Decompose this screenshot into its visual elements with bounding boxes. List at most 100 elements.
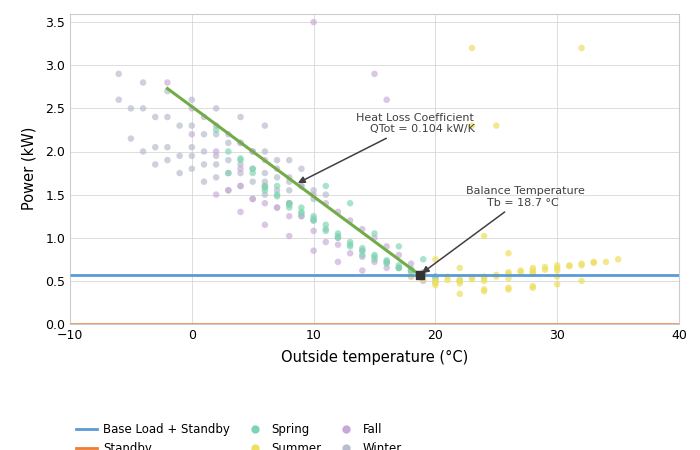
Point (381, 243, 392, 250)
Point (162, 79, 173, 86)
Point (344, 217, 356, 224)
Point (405, 267, 416, 274)
Point (369, 258, 380, 265)
Point (235, 182, 246, 189)
Point (357, 244, 368, 252)
Point (344, 241, 356, 248)
Point (479, 274, 490, 282)
Point (503, 250, 514, 257)
Point (198, 178, 209, 185)
Point (284, 200, 295, 207)
Y-axis label: Power (kW): Power (kW) (22, 127, 37, 211)
Point (527, 283, 538, 290)
Point (235, 140, 246, 147)
Point (296, 182, 307, 189)
Point (272, 191, 283, 198)
Point (150, 113, 161, 121)
Point (491, 273, 502, 280)
Point (344, 238, 356, 246)
Point (588, 259, 599, 266)
Point (552, 264, 563, 271)
Point (259, 221, 270, 229)
Point (162, 87, 173, 94)
Point (466, 45, 477, 52)
Point (235, 182, 246, 189)
Point (332, 241, 344, 248)
Point (430, 275, 441, 283)
Point (272, 157, 283, 164)
Point (454, 277, 466, 284)
Point (369, 234, 380, 241)
Point (259, 191, 270, 198)
Point (235, 208, 246, 216)
Point (466, 122, 477, 129)
Point (552, 273, 563, 280)
Point (527, 267, 538, 274)
Point (308, 187, 319, 194)
Point (320, 200, 331, 207)
Point (308, 215, 319, 222)
Point (393, 264, 405, 271)
Point (259, 187, 270, 194)
Point (357, 267, 368, 274)
Point (272, 174, 283, 181)
Point (454, 264, 466, 271)
Point (418, 269, 429, 276)
Point (186, 152, 197, 159)
Point (186, 96, 197, 104)
Point (235, 140, 246, 147)
Point (357, 253, 368, 260)
Point (418, 270, 429, 278)
Point (259, 122, 270, 129)
Point (259, 157, 270, 164)
Point (418, 277, 429, 284)
Point (320, 221, 331, 229)
Point (186, 130, 197, 138)
Point (162, 113, 173, 121)
Point (320, 191, 331, 198)
Point (162, 157, 173, 164)
Point (296, 204, 307, 211)
Point (381, 258, 392, 265)
Point (466, 275, 477, 283)
Point (223, 140, 234, 147)
Point (284, 232, 295, 239)
Legend: Base Load + Standby, Standby, Heating, Spring, Summer, Fall, Winter: Base Load + Standby, Standby, Heating, S… (76, 423, 402, 450)
Point (576, 277, 587, 284)
Point (223, 187, 234, 194)
Point (576, 262, 587, 269)
Point (235, 170, 246, 177)
Point (503, 270, 514, 278)
Point (223, 170, 234, 177)
Point (308, 217, 319, 224)
Point (235, 155, 246, 162)
Point (137, 148, 148, 155)
Point (479, 286, 490, 293)
Point (552, 281, 563, 288)
Point (272, 187, 283, 194)
Point (332, 258, 344, 265)
Point (259, 170, 270, 177)
Point (479, 232, 490, 239)
Text: Balance Temperature
      Tb = 18.7 °C: Balance Temperature Tb = 18.7 °C (424, 186, 584, 272)
Point (284, 204, 295, 211)
Point (284, 174, 295, 181)
Point (223, 130, 234, 138)
Point (540, 266, 551, 273)
Point (405, 260, 416, 267)
Point (125, 105, 136, 112)
Point (576, 45, 587, 52)
Point (503, 269, 514, 276)
Point (211, 161, 222, 168)
Point (296, 208, 307, 216)
Point (442, 273, 453, 280)
Point (211, 191, 222, 198)
Point (320, 227, 331, 234)
Point (247, 148, 258, 155)
Point (223, 157, 234, 164)
Point (369, 230, 380, 237)
Point (211, 174, 222, 181)
X-axis label: Outside temperature (°C): Outside temperature (°C) (281, 350, 468, 365)
Point (405, 273, 416, 280)
Point (247, 165, 258, 172)
